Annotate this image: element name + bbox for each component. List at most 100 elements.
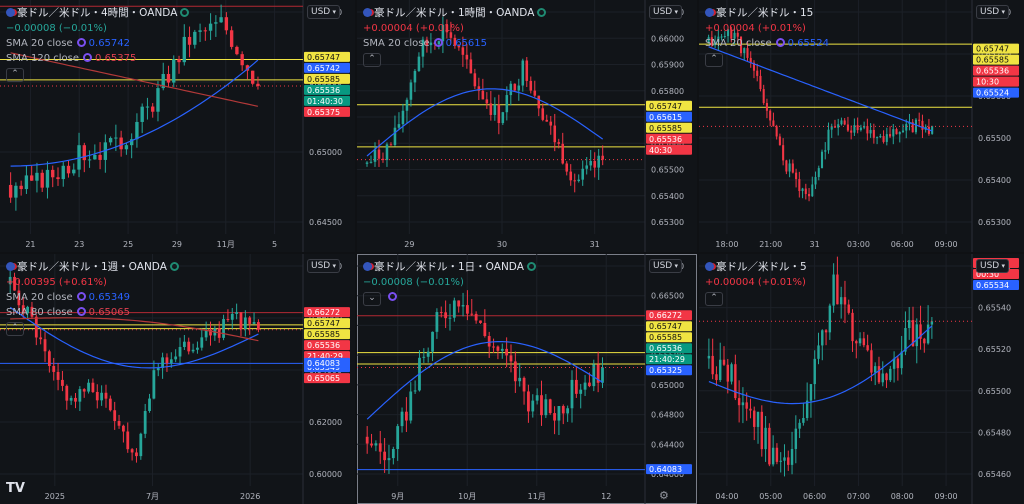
- symbol-row[interactable]: 豪ドル／米ドル・15: [705, 6, 829, 21]
- candle-body: [61, 379, 64, 386]
- symbol-row[interactable]: 豪ドル／米ドル・1時間・OANDA: [363, 6, 547, 21]
- candle-body: [743, 48, 746, 54]
- currency-selector[interactable]: USD: [649, 5, 682, 19]
- sma-line-1[interactable]: [366, 88, 604, 157]
- indicator-legend[interactable]: SMA 80 close 0.65065: [6, 305, 179, 320]
- price-change: +0.00004 (+0.01%): [705, 277, 806, 288]
- candle-body: [453, 37, 457, 46]
- currency-selector[interactable]: USD: [649, 259, 682, 273]
- indicator-value: 0.65524: [787, 38, 830, 49]
- indicator-legend[interactable]: SMA 20 close 0.65615: [363, 36, 546, 51]
- chart-pane-1[interactable]: 0.660000.655000.650000.645002123252911月5…: [0, 0, 355, 252]
- candle-body: [240, 54, 244, 66]
- candle-body: [593, 161, 596, 168]
- collapse-legend-icon[interactable]: ⌃: [6, 68, 24, 82]
- sma-line-2[interactable]: [10, 317, 259, 342]
- chart-canvas[interactable]: 0.655600.655400.655200.655000.654800.654…: [699, 254, 1024, 504]
- currency-selector[interactable]: USD: [976, 259, 1009, 273]
- sma-line-1[interactable]: [10, 59, 259, 167]
- price-label-box: [973, 65, 1019, 76]
- indicator-legend[interactable]: SMA 120 close 0.65375: [6, 51, 189, 66]
- price-label: 0.65742: [307, 64, 340, 73]
- currency-selector[interactable]: USD: [307, 259, 340, 273]
- market-status-icon: [169, 262, 179, 271]
- chart-pane-2[interactable]: 0.661000.660000.659000.658000.657000.656…: [357, 0, 697, 252]
- candle-body: [17, 290, 21, 306]
- collapse-legend-icon[interactable]: ⌃: [6, 322, 24, 336]
- chart-pane-4[interactable]: 0.680000.660000.640000.620000.6000020257…: [0, 254, 355, 504]
- candle-body: [196, 347, 199, 350]
- indicator-settings-icon[interactable]: [76, 292, 86, 301]
- candle-body: [405, 411, 408, 421]
- chart-canvas[interactable]: 0.680000.660000.640000.620000.6000020257…: [0, 254, 355, 504]
- candle-body: [489, 103, 493, 115]
- indicator-settings-icon[interactable]: [775, 38, 785, 47]
- price-label-box: [304, 51, 350, 62]
- x-tick-label: 21:00: [759, 240, 782, 249]
- indicator-settings-icon[interactable]: [83, 53, 93, 62]
- candle-body: [574, 379, 578, 394]
- candle-body: [730, 364, 733, 382]
- collapse-legend-icon[interactable]: ⌃: [363, 53, 381, 67]
- x-tick-label: 30: [497, 240, 507, 249]
- candle-body: [177, 59, 181, 63]
- tradingview-logo[interactable]: TV: [6, 481, 25, 496]
- chart-pane-6[interactable]: 0.655600.655400.655200.655000.654800.654…: [699, 254, 1024, 504]
- y-tick-label: 0.60000: [309, 470, 342, 479]
- candle-body: [369, 161, 373, 163]
- symbol-title[interactable]: 豪ドル／米ドル・1週・OANDA: [17, 261, 167, 273]
- currency-selector[interactable]: USD: [976, 5, 1009, 19]
- chart-canvas[interactable]: 0.660000.655000.650000.645002123252911月5…: [0, 0, 355, 252]
- sma-line-1[interactable]: [708, 325, 933, 405]
- symbol-row[interactable]: 豪ドル／米ドル・4時間・OANDA: [6, 6, 190, 21]
- candle-body: [808, 193, 811, 197]
- chart-canvas[interactable]: 0.658000.657000.656000.655000.654000.653…: [699, 0, 1024, 252]
- symbol-row[interactable]: 豪ドル／米ドル・1日・OANDA: [363, 260, 536, 275]
- price-label-box: [973, 76, 1019, 87]
- sma-line-1[interactable]: [708, 46, 933, 132]
- candle-body: [391, 449, 395, 459]
- currency-selector[interactable]: USD: [307, 5, 340, 19]
- indicator-legend[interactable]: SMA 20 close 0.65524: [705, 36, 829, 51]
- sma-line-2[interactable]: [10, 52, 259, 107]
- symbol-title[interactable]: 豪ドル／米ドル・1時間・OANDA: [374, 7, 535, 19]
- symbol-title[interactable]: 豪ドル／米ドル・4時間・OANDA: [17, 7, 178, 19]
- chart-pane-5[interactable]: 0.670000.665000.660000.655000.650000.648…: [357, 254, 697, 504]
- price-label-box: [646, 354, 692, 365]
- indicator-settings-icon[interactable]: [433, 38, 443, 47]
- candle-body: [43, 339, 47, 352]
- indicator-legend[interactable]: SMA 20 close 0.65742: [6, 36, 189, 51]
- indicator-settings-icon[interactable]: [76, 38, 86, 47]
- chart-canvas[interactable]: 0.661000.660000.659000.658000.657000.656…: [357, 0, 697, 252]
- chart-legend: 豪ドル／米ドル・4時間・OANDA −0.00008 (−0.01%) SMA 20…: [6, 6, 190, 82]
- price-label: 01:40:30: [307, 97, 343, 106]
- sma-line-1[interactable]: [366, 340, 603, 420]
- indicator-legend[interactable]: SMA 20 close 0.65349: [6, 290, 179, 305]
- chart-pane-3[interactable]: 0.658000.657000.656000.655000.654000.653…: [699, 0, 1024, 252]
- gear-icon[interactable]: ⚙: [659, 489, 669, 502]
- collapse-legend-icon[interactable]: ⌃: [705, 53, 723, 67]
- symbol-title[interactable]: 豪ドル／米ドル・15: [716, 7, 814, 19]
- indicator-settings-icon[interactable]: [76, 307, 86, 316]
- price-label: 0.65747: [649, 102, 682, 111]
- symbol-row[interactable]: 豪ドル／米ドル・5: [705, 260, 807, 275]
- candle-body: [429, 42, 433, 46]
- symbol-title[interactable]: 豪ドル／米ドル・1日・OANDA: [374, 261, 524, 273]
- candle-body: [749, 57, 752, 63]
- chart-canvas[interactable]: 0.670000.665000.660000.655000.650000.648…: [357, 254, 697, 504]
- candle-body: [82, 389, 86, 392]
- candle-body: [444, 312, 448, 319]
- x-tick-label: 2026: [240, 492, 260, 501]
- collapse-legend-icon[interactable]: ⌃: [705, 292, 723, 306]
- collapse-legend-icon[interactable]: ⌄: [363, 292, 381, 306]
- candle-body: [239, 312, 243, 330]
- candle-body: [561, 143, 565, 164]
- candle-body: [741, 402, 745, 406]
- symbol-title[interactable]: 豪ドル／米ドル・5: [716, 261, 807, 273]
- symbol-row[interactable]: 豪ドル／米ドル・1週・OANDA: [6, 260, 179, 275]
- indicator-settings-icon[interactable]: [388, 292, 398, 301]
- sma-line-1[interactable]: [9, 306, 259, 369]
- candle-body: [203, 30, 208, 32]
- candle-body: [535, 395, 539, 401]
- candle-body: [795, 172, 798, 180]
